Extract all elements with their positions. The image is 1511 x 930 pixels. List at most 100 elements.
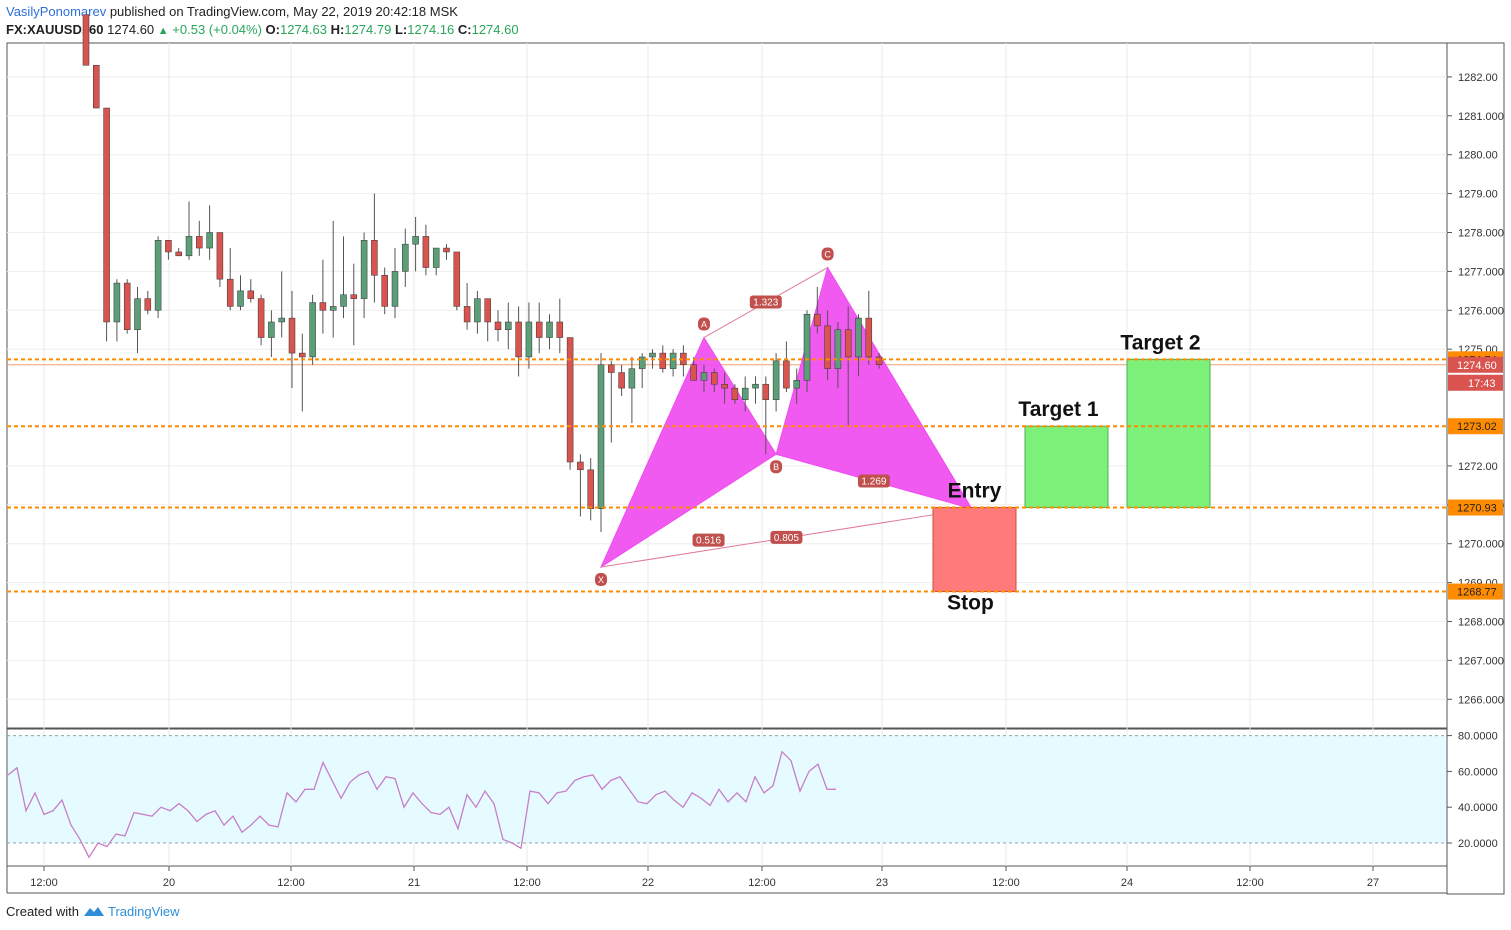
candle[interactable] xyxy=(360,232,368,319)
candle[interactable] xyxy=(82,14,90,66)
stop-box[interactable] xyxy=(932,507,1017,593)
candle[interactable] xyxy=(525,302,533,369)
candle[interactable] xyxy=(865,290,873,365)
candle[interactable] xyxy=(752,376,759,404)
candle[interactable] xyxy=(618,364,625,396)
candle[interactable] xyxy=(628,356,636,424)
candle[interactable] xyxy=(371,193,378,303)
candle[interactable] xyxy=(824,310,831,381)
candle[interactable] xyxy=(329,220,337,338)
candle[interactable] xyxy=(608,360,615,443)
candle[interactable] xyxy=(875,353,883,369)
candle[interactable] xyxy=(587,458,594,521)
candle[interactable] xyxy=(659,345,667,373)
candle[interactable] xyxy=(484,298,491,342)
rsi-tick-label: 40.0000 xyxy=(1458,802,1498,814)
candle[interactable] xyxy=(556,298,564,354)
candle[interactable] xyxy=(803,310,811,392)
price-axis[interactable] xyxy=(1446,42,1505,895)
candle-body-up xyxy=(752,383,759,389)
candle[interactable] xyxy=(340,236,347,319)
candle[interactable] xyxy=(453,251,461,311)
candle[interactable] xyxy=(196,220,203,256)
candle[interactable] xyxy=(443,244,450,260)
price-chart[interactable]: 12:00 20 12:00 21 12:00 22 12:00 23 12:00 24 12:00… xyxy=(0,0,1511,900)
author-link[interactable]: VasilyPonomarev xyxy=(6,4,107,19)
candle[interactable] xyxy=(391,248,399,319)
candle[interactable] xyxy=(247,279,255,303)
candle[interactable] xyxy=(422,224,430,276)
candle[interactable] xyxy=(711,368,718,392)
candle[interactable] xyxy=(690,356,697,381)
candle[interactable] xyxy=(278,271,285,338)
candle[interactable] xyxy=(762,376,770,455)
candle-body-up xyxy=(628,368,636,389)
ratio-badge xyxy=(770,530,803,544)
candle[interactable] xyxy=(237,275,244,311)
candle[interactable] xyxy=(319,259,327,334)
candle[interactable] xyxy=(432,247,440,276)
candle[interactable] xyxy=(134,286,141,354)
candle[interactable] xyxy=(288,290,296,389)
candle[interactable] xyxy=(783,341,790,392)
candle[interactable] xyxy=(123,279,131,334)
candle[interactable] xyxy=(165,240,172,260)
level-tag xyxy=(1448,418,1503,435)
candle[interactable] xyxy=(700,364,708,392)
candle[interactable] xyxy=(535,302,543,354)
time-tick-label: 12:00 xyxy=(30,877,58,889)
candle[interactable] xyxy=(185,201,193,260)
candle[interactable] xyxy=(814,286,821,334)
candle[interactable] xyxy=(216,232,224,287)
candle-body-down xyxy=(371,240,378,276)
candle[interactable] xyxy=(402,228,409,287)
candle[interactable] xyxy=(350,263,358,346)
candle[interactable] xyxy=(669,349,677,377)
candle[interactable] xyxy=(309,294,316,365)
candle[interactable] xyxy=(566,337,574,470)
symbol-name[interactable]: FX:XAUUSD, 60 xyxy=(6,22,104,37)
candle[interactable] xyxy=(505,302,512,350)
candle[interactable] xyxy=(93,64,100,109)
candle[interactable] xyxy=(412,216,419,272)
candle[interactable] xyxy=(638,353,646,389)
candle[interactable] xyxy=(175,248,182,257)
candle[interactable] xyxy=(103,107,110,342)
rsi-line[interactable] xyxy=(7,750,836,859)
candle[interactable] xyxy=(577,454,584,517)
candle[interactable] xyxy=(721,372,728,404)
candle[interactable] xyxy=(113,279,121,342)
candle[interactable] xyxy=(268,310,275,357)
candle[interactable] xyxy=(731,384,739,404)
candle-body-up xyxy=(412,236,419,245)
candle[interactable] xyxy=(834,321,842,389)
price-tick-label: 1278.000 xyxy=(1458,228,1504,240)
candle-body-up xyxy=(329,306,337,311)
candle[interactable] xyxy=(144,290,152,315)
price-tick-label: 1279.00 xyxy=(1458,189,1498,201)
candle[interactable] xyxy=(494,310,502,342)
candle[interactable] xyxy=(793,368,800,404)
candle[interactable] xyxy=(474,290,481,334)
tradingview-link[interactable]: TradingView xyxy=(108,904,180,919)
candle[interactable] xyxy=(844,306,852,427)
candle-body-up xyxy=(185,236,193,257)
candle-body-down xyxy=(319,302,327,311)
candle[interactable] xyxy=(855,314,862,377)
candle[interactable] xyxy=(772,353,780,412)
target-box-2[interactable] xyxy=(1126,358,1211,509)
target-box-1[interactable] xyxy=(1024,425,1109,509)
candle-body-up xyxy=(525,321,533,358)
candle[interactable] xyxy=(226,248,234,311)
ratio-value: 1.323 xyxy=(753,298,778,309)
candle[interactable] xyxy=(463,283,471,330)
candle[interactable] xyxy=(741,376,749,412)
candle[interactable] xyxy=(597,353,605,533)
candle[interactable] xyxy=(546,314,553,350)
candle[interactable] xyxy=(257,294,265,346)
candle[interactable] xyxy=(206,205,213,260)
candle[interactable] xyxy=(515,306,522,377)
candle[interactable] xyxy=(154,236,162,319)
candle[interactable] xyxy=(381,267,388,315)
candle[interactable] xyxy=(299,333,306,412)
